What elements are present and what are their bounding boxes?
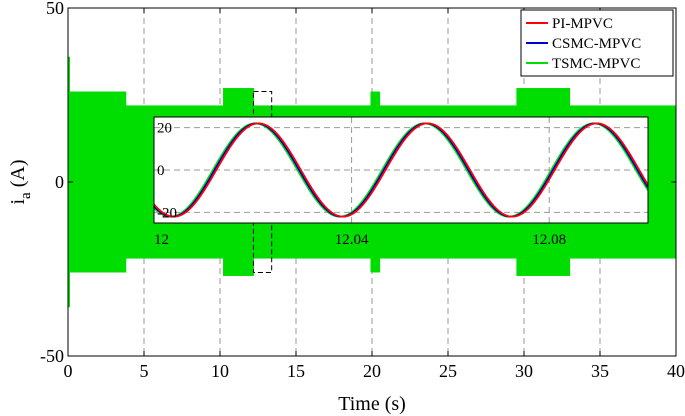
inset-x-tick-label: 12.08 <box>532 232 566 248</box>
inset-group: -20 0 20 12 12.04 12.08 <box>153 116 649 248</box>
y-axis-label-symbol: i <box>7 199 29 205</box>
x-tick-label: 15 <box>287 361 305 381</box>
y-axis-label-unit: (A) <box>7 160 29 193</box>
x-tick-label: 30 <box>515 361 533 381</box>
x-tick-label: 25 <box>439 361 457 381</box>
inset-x-tick-label: 12 <box>154 232 169 248</box>
x-tick-label: 20 <box>363 361 381 381</box>
y-axis-label: ia (A) <box>7 160 34 205</box>
x-tick-label: 5 <box>140 361 149 381</box>
inset-series-tsmc-mpvc <box>153 122 649 218</box>
legend-label: CSMC-MPVC <box>552 36 641 52</box>
inset-x-tick-label: 12.04 <box>335 232 369 248</box>
x-axis-label: Time (s) <box>338 393 406 415</box>
y-tick-label: -50 <box>40 346 64 366</box>
x-tick-label: 10 <box>211 361 229 381</box>
inset-series-pi-mpvc <box>153 122 649 218</box>
y-tick-label: 0 <box>55 172 64 192</box>
x-tick-label: 40 <box>667 361 685 381</box>
tsmc-mpvc-envelope-segment <box>68 91 127 273</box>
x-tick-label: 0 <box>64 361 73 381</box>
inset-series-csmc-mpvc <box>153 122 649 218</box>
legend: PI-MPVC CSMC-MPVC TSMC-MPVC <box>520 9 674 77</box>
inset-frame <box>153 116 649 224</box>
legend-label: PI-MPVC <box>552 16 613 32</box>
inset-y-tick-label: 0 <box>157 163 165 179</box>
y-axis-label-subscript: a <box>18 192 34 199</box>
y-tick-label: 50 <box>46 0 64 18</box>
inset-y-tick-label: -20 <box>157 205 177 221</box>
legend-label: TSMC-MPVC <box>552 56 640 72</box>
x-tick-label: 35 <box>591 361 609 381</box>
inset-y-tick-label: 20 <box>157 121 172 137</box>
